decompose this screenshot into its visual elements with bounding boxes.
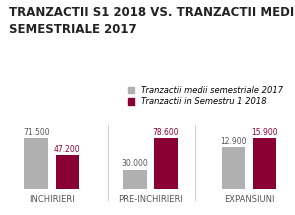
Bar	[24, 138, 48, 189]
Text: 12.900: 12.900	[220, 137, 247, 146]
Bar	[253, 138, 276, 189]
Text: 47.200: 47.200	[54, 145, 81, 154]
Legend: Tranzactii medii semestriale 2017, Tranzactii in Semestru 1 2018: Tranzactii medii semestriale 2017, Tranz…	[124, 83, 286, 110]
X-axis label: INCHIRIERI: INCHIRIERI	[29, 195, 75, 204]
Bar	[154, 138, 178, 189]
Text: 30.000: 30.000	[122, 160, 148, 169]
X-axis label: EXPANSIUNI: EXPANSIUNI	[224, 195, 274, 204]
Text: 71.500: 71.500	[23, 127, 50, 137]
Bar	[56, 155, 79, 189]
Text: TRANZACTII S1 2018 VS. TRANZACTII MEDII
SEMESTRIALE 2017: TRANZACTII S1 2018 VS. TRANZACTII MEDII …	[9, 6, 295, 37]
Text: 15.900: 15.900	[251, 127, 278, 137]
Bar	[123, 169, 147, 189]
Bar	[222, 147, 245, 189]
Text: 78.600: 78.600	[153, 127, 179, 137]
X-axis label: PRE-INCHIRIERI: PRE-INCHIRIERI	[118, 195, 183, 204]
